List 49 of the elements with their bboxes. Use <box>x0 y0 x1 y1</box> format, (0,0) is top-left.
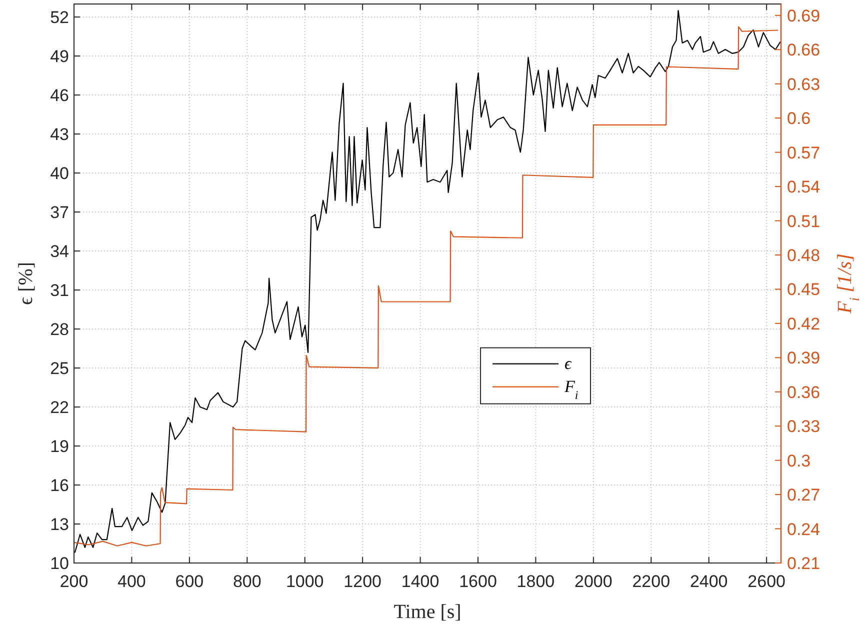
x-tick-label: 2600 <box>748 572 786 591</box>
y2-tick-label: 0.69 <box>787 6 820 26</box>
y2-tick-label: 0.3 <box>787 451 811 470</box>
x-tick-label: 1400 <box>401 572 440 591</box>
y-tick-label: 25 <box>50 359 69 378</box>
y-tick-label: 37 <box>50 203 69 222</box>
y-tick-label: 43 <box>50 125 69 144</box>
y2-tick-label: 0.63 <box>787 74 820 94</box>
x-tick-label: 2400 <box>690 572 728 591</box>
y2-tick-label: 0.42 <box>787 314 820 334</box>
y-tick-label: 19 <box>50 437 69 456</box>
y2-tick-label: 0.39 <box>787 348 820 368</box>
x-tick-label: 2200 <box>632 572 670 591</box>
y2-tick-label: 0.24 <box>787 520 820 539</box>
x-tick-label: 2000 <box>574 572 612 591</box>
y-axis-title: ϵ [%] <box>15 262 37 306</box>
y2-tick-label: 0.57 <box>787 143 820 162</box>
y2-tick-label: 0.54 <box>787 178 820 197</box>
y2-tick-label: 0.51 <box>787 212 820 231</box>
x-tick-label: 1000 <box>286 572 324 591</box>
x-tick-label: 200 <box>60 572 88 591</box>
legend-label: F$_{i}$ <box>564 376 578 402</box>
y-tick-label: 34 <box>50 242 69 261</box>
y-tick-label: 10 <box>50 554 69 573</box>
legend-label: ϵ <box>564 354 573 373</box>
y-tick-label: 52 <box>50 8 69 27</box>
y-tick-label: 28 <box>50 320 69 339</box>
y-tick-label: 46 <box>50 86 69 105</box>
y2-tick-label: 0.45 <box>787 280 820 300</box>
y2-tick-label: 0.36 <box>787 382 820 402</box>
y-tick-label: 40 <box>50 164 69 183</box>
y2-tick-label: 0.27 <box>787 486 820 505</box>
x-tick-label: 1200 <box>344 572 382 591</box>
x-tick-label: 1600 <box>459 572 497 591</box>
y-tick-label: 31 <box>50 281 69 300</box>
x-tick-label: 1800 <box>516 572 555 591</box>
y2-tick-label: 0.66 <box>787 40 820 60</box>
y2-tick-label: 0.21 <box>787 554 820 573</box>
x-axis-title: Time [s] <box>394 601 462 623</box>
y2-tick-label: 0.33 <box>787 417 820 436</box>
y-tick-label: 16 <box>50 476 69 495</box>
x-tick-label: 800 <box>232 572 262 591</box>
y2-tick-label: 0.48 <box>787 246 820 265</box>
y-tick-label: 49 <box>50 47 69 66</box>
y-tick-label: 22 <box>50 398 69 417</box>
x-tick-label: 600 <box>175 572 204 591</box>
y2-tick-label: 0.6 <box>787 109 811 128</box>
y-tick-label: 13 <box>50 515 69 534</box>
x-tick-label: 400 <box>118 572 146 591</box>
